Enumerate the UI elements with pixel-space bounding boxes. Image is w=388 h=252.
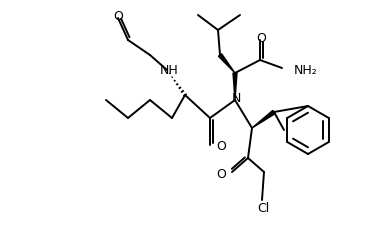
Polygon shape [233, 73, 237, 100]
Text: O: O [216, 168, 226, 180]
Polygon shape [252, 110, 275, 128]
Polygon shape [218, 54, 235, 73]
Text: Cl: Cl [257, 202, 269, 214]
Text: O: O [216, 140, 226, 152]
Text: O: O [256, 32, 266, 45]
Text: N: N [231, 92, 241, 106]
Text: NH₂: NH₂ [294, 64, 318, 77]
Text: NH: NH [159, 65, 178, 78]
Text: O: O [113, 10, 123, 22]
